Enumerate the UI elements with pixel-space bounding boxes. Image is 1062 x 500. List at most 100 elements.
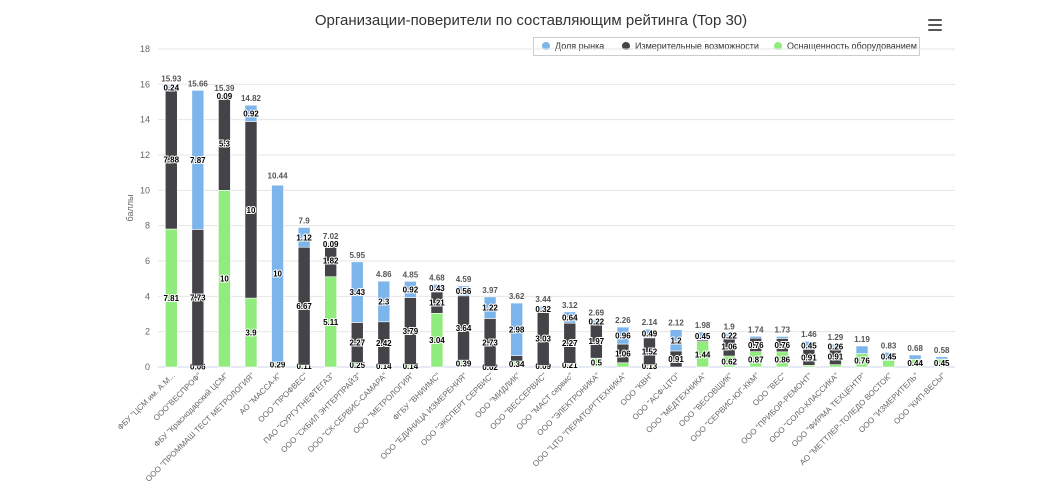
y-tick-label: 4 — [145, 291, 150, 301]
legend-item-market-share[interactable]: Доля рынка — [542, 41, 604, 52]
total-data-label: 14.82 — [241, 94, 262, 103]
segment-data-label: 7.88 — [163, 155, 179, 164]
legend-label: Оснащенность оборудованием — [787, 41, 917, 51]
total-data-label: 1.9 — [724, 322, 736, 331]
total-data-label: 3.44 — [535, 295, 551, 304]
total-data-label: 0.83 — [881, 341, 897, 350]
legend-item-equipment[interactable]: Оснащенность оборудованием — [774, 41, 917, 52]
bar-segment — [218, 94, 231, 98]
hamburger-menu-icon[interactable] — [928, 19, 942, 31]
bar-segment — [404, 281, 417, 298]
bar-segment — [882, 352, 895, 361]
segment-data-label: 1.06 — [721, 343, 737, 352]
segment-data-label: 0.76 — [775, 341, 791, 350]
legend-dot-icon — [542, 42, 550, 50]
chart-title: Организации-поверители по составляющим р… — [314, 12, 748, 29]
bar-segment — [908, 354, 922, 360]
segment-data-label: 5.3 — [219, 140, 231, 149]
total-data-label: 4.59 — [456, 275, 472, 284]
segment-data-label: 3.03 — [535, 335, 551, 344]
segment-data-label: 0.39 — [456, 360, 472, 369]
segment-data-label: 0.34 — [509, 360, 525, 369]
segment-data-label: 1.44 — [695, 350, 711, 359]
y-tick-label: 2 — [145, 327, 150, 337]
segment-data-label: 0.26 — [828, 342, 844, 351]
legend-item-measurement-capability[interactable]: Измерительные возможности — [622, 41, 759, 52]
segment-data-label: 1.06 — [615, 349, 631, 358]
total-data-label: 4.85 — [403, 270, 419, 279]
segment-data-label: 0.11 — [297, 362, 313, 371]
bar-segment — [935, 356, 949, 360]
segment-data-label: 0.76 — [854, 356, 870, 365]
segment-data-label: 0.45 — [695, 332, 711, 341]
bar-segment — [590, 319, 603, 324]
segment-data-label: 0.76 — [748, 341, 764, 350]
segment-data-label: 3.79 — [403, 327, 419, 336]
segment-data-label: 0.49 — [642, 330, 658, 339]
bar-segment — [643, 328, 656, 339]
bar-segment — [457, 285, 470, 297]
segment-data-label: 0.25 — [349, 361, 365, 370]
bar-segment — [669, 329, 683, 352]
bar-segment — [722, 333, 736, 338]
segment-data-label: 0.92 — [243, 109, 259, 118]
total-data-label: 2.26 — [615, 316, 631, 325]
segment-data-label: 2.27 — [562, 339, 578, 348]
bar-segment — [244, 104, 258, 122]
total-data-label: 15.39 — [214, 84, 235, 93]
segment-data-label: 7.87 — [190, 156, 206, 165]
bar-segment — [430, 284, 444, 293]
y-tick-label: 18 — [140, 44, 150, 54]
y-tick-label: 0 — [145, 362, 150, 372]
bar-segment — [536, 305, 550, 313]
segment-data-label: 3.64 — [456, 324, 472, 333]
bar-segment — [829, 343, 842, 349]
segment-data-label: 3.9 — [245, 329, 257, 338]
segment-data-label: 0.44 — [907, 359, 923, 368]
segment-data-label: 0.92 — [403, 285, 419, 294]
bar-segment — [510, 355, 523, 362]
segment-data-label: 0.32 — [535, 305, 551, 314]
total-data-label: 7.02 — [323, 232, 339, 241]
chart-legend: Доля рынка Измерительные возможности Осн… — [533, 37, 920, 56]
bar-segment — [616, 362, 630, 368]
segment-data-label: 0.56 — [456, 287, 472, 296]
total-data-label: 7.9 — [299, 216, 311, 225]
segment-data-label: 1.22 — [482, 304, 498, 313]
segment-data-label: 0.45 — [934, 359, 950, 368]
segment-data-label: 0.22 — [721, 331, 737, 340]
segment-data-label: 0.14 — [403, 362, 419, 371]
bar-segment — [563, 311, 577, 324]
total-data-label: 3.97 — [482, 286, 498, 295]
segment-data-label: 0.24 — [163, 84, 179, 93]
segment-data-label: 0.02 — [482, 363, 498, 372]
bar-segment — [802, 341, 816, 350]
total-data-label: 4.86 — [376, 270, 392, 279]
segment-data-label: 0.45 — [801, 341, 817, 350]
bar-segment — [297, 227, 311, 248]
segment-data-label: 0.91 — [801, 353, 817, 362]
segment-data-label: 0.09 — [323, 240, 339, 249]
segment-data-label: 1.12 — [296, 233, 312, 242]
bar-segment — [271, 184, 284, 363]
segment-data-label: 0.14 — [376, 362, 392, 371]
segment-data-label: 7.81 — [163, 294, 179, 303]
segment-data-label: 1.97 — [589, 337, 605, 346]
bar-segment — [776, 336, 789, 339]
segment-data-label: 0.87 — [748, 355, 764, 364]
bar-segment — [696, 331, 709, 341]
segment-data-label: 0.09 — [217, 92, 233, 101]
bar-segment — [749, 335, 763, 339]
total-data-label: 3.62 — [509, 292, 525, 301]
bar-segment — [855, 345, 869, 354]
segment-data-label: 0.91 — [668, 355, 684, 364]
segment-data-label: 0.09 — [535, 362, 551, 371]
total-data-label: 1.46 — [801, 330, 817, 339]
total-data-label: 15.66 — [188, 79, 209, 88]
legend-dot-icon — [774, 42, 782, 50]
total-data-label: 1.29 — [828, 333, 844, 342]
bar-segment — [616, 326, 630, 345]
y-tick-label: 8 — [145, 221, 150, 231]
y-tick-label: 12 — [140, 150, 150, 160]
segment-data-label: 0.91 — [828, 353, 844, 362]
